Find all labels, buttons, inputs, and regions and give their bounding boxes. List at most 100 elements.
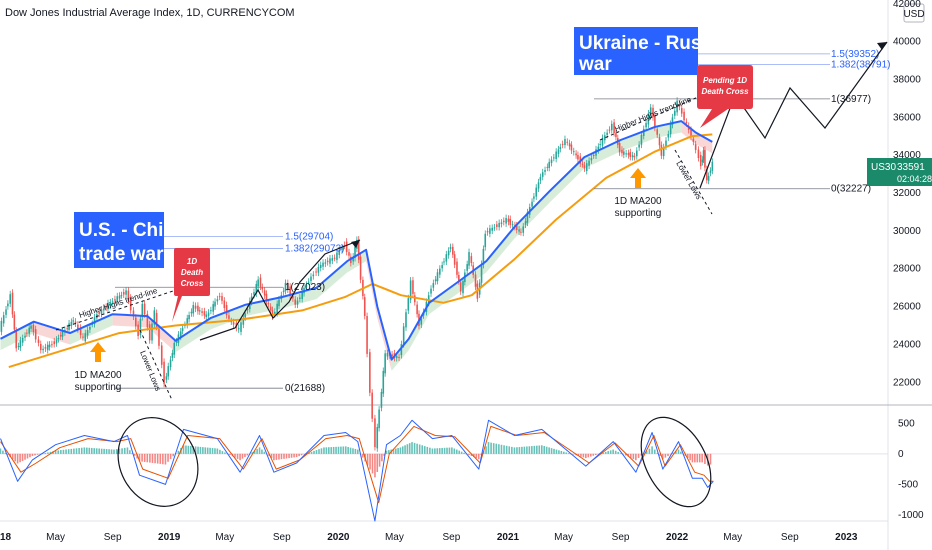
osc-histogram-bar xyxy=(577,453,580,456)
price-candle xyxy=(568,143,571,147)
price-candle xyxy=(623,151,625,155)
series-group xyxy=(0,97,714,522)
osc-histogram-bar xyxy=(632,453,635,460)
price-candle xyxy=(59,334,62,337)
price-candle xyxy=(618,143,621,153)
osc-histogram-bar xyxy=(78,448,80,454)
osc-histogram-bar xyxy=(275,453,278,460)
osc-histogram-bar xyxy=(677,449,680,454)
osc-histogram-bar xyxy=(270,453,273,459)
ll-trendline-left xyxy=(139,329,173,401)
osc-histogram-bar xyxy=(669,453,672,455)
price-candle xyxy=(310,276,312,281)
price-candle xyxy=(160,345,163,365)
osc-histogram-bar xyxy=(70,448,73,454)
price-candle xyxy=(610,123,613,131)
price-candle xyxy=(500,222,503,224)
osc-histogram-bar xyxy=(500,444,503,454)
cloud-segment xyxy=(0,321,34,351)
price-candle xyxy=(498,222,500,228)
price-candle xyxy=(621,149,623,154)
price-candle xyxy=(509,218,512,225)
price-candle xyxy=(709,170,712,173)
price-candle xyxy=(34,329,37,340)
osc-histogram-bar xyxy=(408,443,411,454)
price-candle xyxy=(531,201,533,207)
price-candle xyxy=(638,144,640,148)
osc-histogram-bar xyxy=(146,453,149,463)
osc-histogram-bar xyxy=(197,446,199,454)
osc-histogram-bar xyxy=(622,453,625,455)
osc-histogram-bar xyxy=(118,448,121,454)
price-tag-symbol: US30 xyxy=(871,162,896,173)
price-candle xyxy=(197,305,199,312)
ukraine-line1: Ukraine - Russia xyxy=(579,33,728,54)
osc-histogram-bar xyxy=(485,446,487,454)
price-candle xyxy=(173,342,176,355)
price-candle xyxy=(132,310,135,317)
osc-histogram-bar xyxy=(607,451,609,454)
price-candle xyxy=(656,129,658,135)
osc-histogram-bar xyxy=(354,448,357,454)
price-candle xyxy=(218,296,221,298)
osc-histogram-bar xyxy=(434,448,436,454)
price-candle xyxy=(57,338,60,340)
price-candle xyxy=(11,292,14,315)
cloud-segment xyxy=(486,227,515,273)
price-candle xyxy=(518,229,520,232)
price-candle xyxy=(37,339,40,343)
osc-histogram-bar xyxy=(492,443,495,454)
price-candle xyxy=(143,303,146,315)
osc-histogram-bar xyxy=(540,445,543,454)
osc-histogram-bar xyxy=(385,450,388,454)
price-candle xyxy=(535,187,538,197)
ll-trendline-right xyxy=(674,149,713,215)
osc-histogram-bar xyxy=(131,452,134,454)
price-candle xyxy=(400,344,403,356)
price-candle xyxy=(685,121,688,124)
price-candle xyxy=(432,283,435,288)
osc-histogram-bar xyxy=(709,453,712,465)
osc-histogram-bar xyxy=(115,449,118,454)
osc-histogram-bar xyxy=(83,447,86,454)
currency-box[interactable] xyxy=(903,3,925,23)
osc-histogram-bar xyxy=(54,450,57,454)
price-candle xyxy=(28,327,30,334)
osc-histogram-bar xyxy=(328,447,330,454)
price-candle xyxy=(326,260,329,263)
cloud-segment xyxy=(245,297,282,317)
price-candle xyxy=(572,151,575,153)
price-candle xyxy=(585,163,588,171)
osc-histogram-bar xyxy=(19,453,21,463)
price-candle xyxy=(246,308,249,311)
price-candle xyxy=(331,258,334,261)
price-candle xyxy=(407,298,410,311)
time-tick-label: Sep xyxy=(104,532,122,543)
projection-left xyxy=(199,239,361,341)
price-candle xyxy=(70,321,73,326)
price-candle xyxy=(654,115,656,128)
osc-histogram-bar xyxy=(93,448,96,454)
price-tick-label: 30000 xyxy=(893,226,921,237)
osc-histogram-bar xyxy=(149,453,151,463)
price-candle xyxy=(345,241,348,252)
price-candle xyxy=(553,157,555,159)
osc-histogram-bar xyxy=(285,453,288,459)
price-candle xyxy=(21,337,24,343)
price-candle xyxy=(66,328,69,330)
osc-histogram-bar xyxy=(426,446,429,454)
price-candle xyxy=(265,293,268,302)
osc-histogram-bar xyxy=(263,451,266,454)
price-candle xyxy=(107,303,109,310)
osc-histogram-bar xyxy=(436,448,439,454)
osc-histogram-bar xyxy=(330,447,333,454)
price-candle xyxy=(705,169,708,181)
osc-histogram-bar xyxy=(332,446,335,454)
price-candle xyxy=(441,265,443,269)
price-candle xyxy=(109,302,112,306)
price-candle xyxy=(391,354,393,357)
time-axis: 2018 May Sep 2019 May Sep 2020 May Sep 2021 May Sep… xyxy=(0,532,858,543)
price-candle xyxy=(82,336,84,338)
price-candle xyxy=(232,322,235,325)
price-candle xyxy=(127,290,130,301)
